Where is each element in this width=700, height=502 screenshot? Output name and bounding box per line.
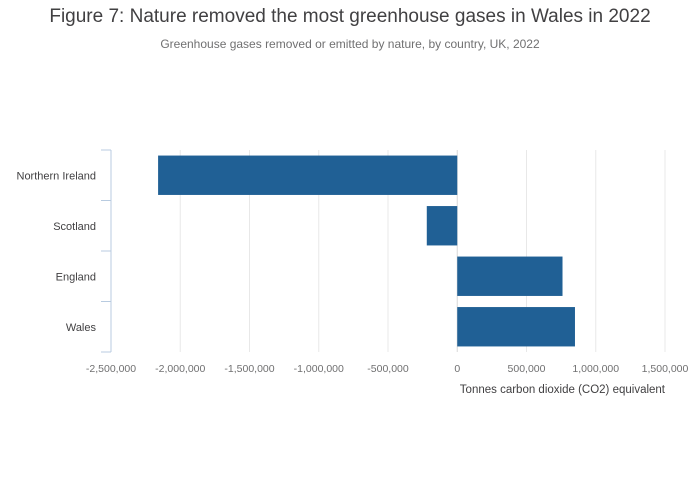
chart-title: Figure 7: Nature removed the most greenh…: [49, 6, 651, 27]
x-tick-label: -500,000: [367, 363, 409, 375]
category-label: Wales: [66, 322, 97, 334]
x-tick-label: 500,000: [508, 363, 546, 375]
x-tick-label: -2,000,000: [155, 363, 205, 375]
x-tick-label: -1,000,000: [294, 363, 344, 375]
bar-scotland: [426, 206, 458, 246]
chart-subtitle: Greenhouse gases removed or emitted by n…: [160, 37, 540, 51]
x-axis-title: Tonnes carbon dioxide (CO2) equivalent: [460, 384, 666, 396]
bar-northern-ireland: [158, 155, 458, 195]
x-tick-label: -1,500,000: [224, 363, 274, 375]
category-label: Scotland: [53, 221, 96, 233]
category-label: England: [56, 271, 96, 283]
x-tick-label: -2,500,000: [86, 363, 136, 375]
category-label: Northern Ireland: [17, 170, 97, 182]
bar-england: [457, 256, 563, 296]
bars: [158, 155, 575, 347]
bar-wales: [457, 307, 575, 347]
y-axis: Northern Ireland Scotland England Wales: [17, 149, 112, 353]
x-tick-label: 1,500,000: [642, 363, 689, 375]
x-tick-label: 1,000,000: [572, 363, 619, 375]
x-tick-label: 0: [454, 363, 460, 375]
x-axis: -2,500,000 -2,000,000 -1,500,000 -1,000,000…: [86, 363, 689, 375]
